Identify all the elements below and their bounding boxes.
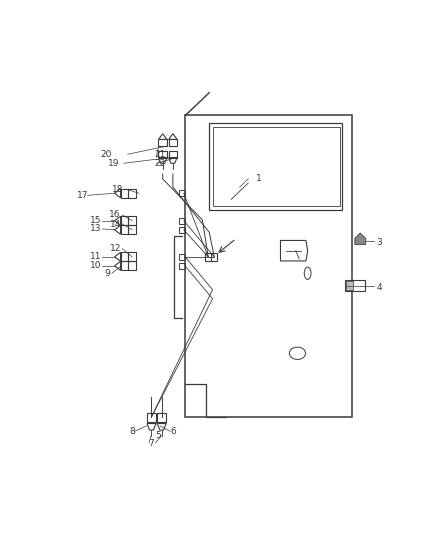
Bar: [128, 189, 136, 198]
Bar: [179, 227, 185, 232]
Text: 19: 19: [108, 159, 119, 168]
Bar: [120, 225, 128, 235]
Text: 11: 11: [90, 252, 101, 261]
Bar: [211, 253, 217, 261]
Text: 21: 21: [154, 150, 166, 159]
Text: 17: 17: [77, 191, 88, 200]
Text: 12: 12: [110, 244, 121, 253]
Text: 4: 4: [376, 283, 382, 292]
Text: 6: 6: [170, 427, 176, 436]
Text: 5: 5: [155, 431, 161, 440]
Text: 7: 7: [148, 439, 154, 448]
Bar: [128, 261, 136, 270]
Text: 1: 1: [255, 174, 261, 183]
Bar: [120, 261, 128, 270]
Bar: [147, 413, 156, 422]
Bar: [120, 216, 128, 225]
Text: 10: 10: [90, 261, 101, 270]
Bar: [179, 263, 185, 269]
Bar: [179, 218, 185, 224]
Bar: [128, 216, 136, 225]
Polygon shape: [355, 233, 366, 245]
Bar: [120, 252, 128, 261]
Text: 16: 16: [110, 211, 121, 220]
Text: 22: 22: [154, 159, 166, 168]
Bar: [120, 189, 128, 198]
Text: 8: 8: [129, 427, 135, 436]
Bar: [128, 225, 136, 235]
Bar: [169, 140, 177, 146]
Bar: [159, 140, 167, 146]
Text: 13: 13: [90, 224, 101, 233]
Text: 9: 9: [105, 269, 110, 278]
Bar: [159, 151, 167, 158]
Text: 20: 20: [101, 150, 112, 159]
Bar: [169, 151, 177, 158]
Bar: [346, 281, 353, 290]
Bar: [179, 254, 185, 260]
Text: 18: 18: [112, 184, 124, 193]
Bar: [205, 253, 211, 261]
Bar: [128, 252, 136, 261]
Bar: [157, 413, 166, 422]
Text: 14: 14: [110, 220, 121, 229]
Bar: [345, 280, 365, 292]
Bar: [179, 190, 185, 196]
Text: 15: 15: [90, 216, 101, 225]
Text: 3: 3: [376, 238, 382, 247]
